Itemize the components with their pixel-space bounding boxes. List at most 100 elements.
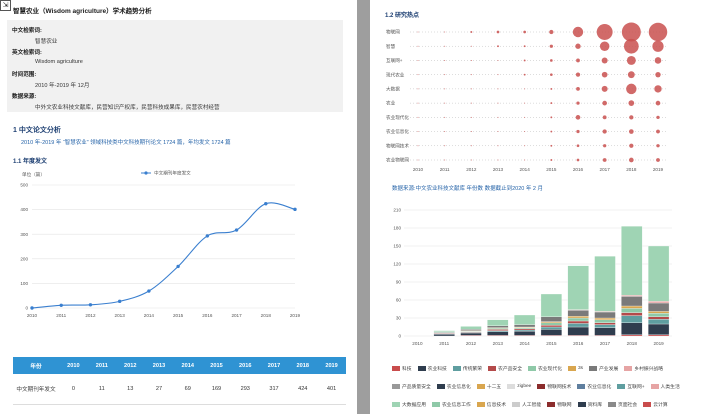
legend-swatch (476, 402, 485, 407)
table-cell-value: 317 (259, 374, 289, 405)
table-header-year: 2011 (87, 357, 116, 374)
series-line (31, 202, 296, 309)
bar-segment (433, 330, 455, 332)
bar-segment (621, 296, 643, 307)
bubble (444, 74, 446, 76)
bar-segment (647, 316, 670, 320)
table-header-year: 2014 (173, 357, 203, 374)
legend-label: 信息技术 (486, 403, 506, 408)
table-header-year: 2010 (59, 357, 88, 374)
bar-segment (621, 322, 643, 335)
bubble (576, 144, 580, 148)
x-tick-label: 2014 (520, 167, 531, 172)
bubble (444, 102, 446, 104)
bar-chart-source-note: 数据来源:中文农业科技文献库 年份数 数据截止到2020 年 2 月 (392, 186, 543, 192)
bar-segment (540, 316, 563, 322)
legend-swatch (436, 384, 445, 389)
legend-swatch (452, 366, 461, 371)
bar-segment (460, 329, 482, 331)
bubble (550, 102, 553, 105)
legend-label: 大数据应用 (402, 403, 426, 408)
bubble (576, 158, 580, 162)
bubble (655, 71, 661, 78)
bubble (629, 143, 634, 148)
legend-item: 农业科技 (417, 365, 447, 372)
data-point (88, 303, 93, 307)
table-cell-value: 27 (144, 374, 174, 405)
info-label-cn-keyword: 中文检索词: (12, 28, 42, 34)
legend-item: 产业发展 (589, 365, 618, 372)
legend-label: 资料库 (587, 403, 603, 408)
bar-segment (513, 328, 536, 331)
bar-segment (647, 245, 670, 302)
bubble (549, 73, 553, 77)
legend-item: 农业信息化 (436, 383, 471, 390)
y-tick-label: 500 (20, 183, 28, 188)
y-tick-label: 400 (20, 207, 28, 212)
bar-segment (621, 305, 643, 309)
legend-label: 人类生活 (660, 385, 680, 390)
annual-papers-line-chart: 0 100 200 300 400 500 2010 2011 2012 2013 2014 2015… (20, 170, 300, 318)
bubble (470, 45, 472, 47)
x-tick-label: 2014 (144, 313, 155, 318)
y-tick-label: 30 (396, 316, 402, 321)
bubble (470, 102, 472, 104)
bar-segment (567, 310, 589, 317)
category-label: 农业信息化 (386, 128, 409, 135)
table-header-year: 2013 (144, 357, 174, 374)
table-cell-value: 424 (288, 374, 318, 405)
table-cell-value: 293 (230, 374, 260, 405)
category-label: 农业现代化 (386, 114, 409, 121)
report-page-1[interactable]: ⇲ 智慧农业（Wisdom agriculture）学术趋势分析 中文检索词: … (0, 0, 357, 414)
legend-swatch (512, 402, 520, 407)
bubble (417, 74, 419, 76)
x-tick-label: 2015 (546, 167, 557, 172)
bubble (602, 129, 607, 134)
bubble (572, 26, 584, 38)
legend-label: 乡村振兴战略 (634, 367, 664, 372)
table-cell-value: 401 (317, 374, 346, 405)
legend-item: zigbee (507, 384, 531, 389)
x-tick-label: 2013 (115, 313, 126, 318)
legend-swatch (650, 384, 659, 389)
bubble (654, 57, 662, 64)
annual-papers-table: 年份 2010 2011 2012 2013 2014 2015 2016 2017 2018 2… (13, 357, 346, 405)
bubble (497, 102, 499, 104)
bar-segment (647, 334, 670, 337)
bar-segment (487, 331, 509, 336)
bar-segment (647, 301, 670, 304)
legend-item: 页面社会 (608, 401, 637, 408)
report-page-2[interactable]: 1.2 研究热点 物联网 智慧 互联网+ 现代农业 大数据 农业 农业现代化 农业信息化 物联网… (370, 0, 703, 414)
bubble (524, 102, 526, 104)
bubble (417, 145, 419, 147)
x-tick-label: 2016 (202, 313, 213, 318)
legend-item: 资料库 (577, 401, 603, 408)
legend-swatch (507, 384, 516, 389)
bubble (627, 71, 635, 79)
info-label-time-range: 时间范围: (12, 72, 37, 78)
legend-swatch (392, 366, 400, 371)
bubble (497, 59, 499, 61)
bubble (470, 31, 473, 33)
legend-label: 页面社会 (618, 403, 638, 408)
bubble (497, 74, 499, 76)
table-cell-value: 11 (87, 374, 116, 405)
legend-swatch (624, 366, 633, 371)
legend-label: 互联网+ (627, 385, 645, 390)
legend-label: 物联网 (557, 403, 572, 408)
table-cell-value: 0 (59, 374, 88, 405)
bar-segment (594, 327, 616, 336)
data-point (176, 264, 180, 269)
info-value-cn-keyword: 智慧农业 (35, 39, 58, 45)
legend-label: 农业信息化 (587, 385, 612, 390)
data-point (117, 299, 122, 304)
category-label: 农业物联网 (386, 157, 409, 164)
bubble (497, 145, 499, 147)
table-header-year: 2017 (259, 357, 289, 374)
legend-item: 乡村振兴战略 (624, 365, 663, 372)
bookmark-icon[interactable]: ⇲ (0, 0, 11, 11)
x-tick-label: 2017 (231, 313, 242, 318)
y-tick-label: 90 (396, 280, 402, 285)
legend-swatch (528, 366, 537, 371)
category-label: 现代农业 (386, 71, 405, 78)
